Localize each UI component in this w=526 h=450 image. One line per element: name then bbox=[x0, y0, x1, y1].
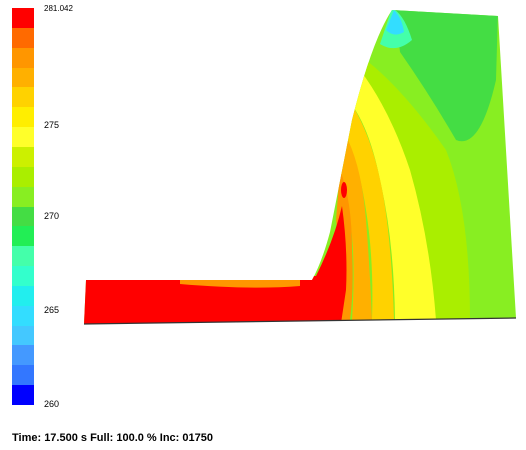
legend-color-band bbox=[12, 285, 34, 307]
contour-band bbox=[340, 140, 372, 320]
legend-color-band bbox=[12, 365, 34, 386]
legend-tick-label: 275 bbox=[44, 120, 60, 130]
part-bottom-edge bbox=[83, 317, 517, 325]
color-scale-bar bbox=[12, 8, 34, 406]
legend-tick-label: 265 bbox=[44, 305, 60, 315]
hot-spot bbox=[341, 182, 347, 198]
legend-tick-label: 260 bbox=[44, 399, 60, 409]
part-contour-fill bbox=[84, 10, 516, 324]
legend-color-band bbox=[12, 47, 34, 69]
legend-color-band bbox=[12, 266, 34, 287]
contour-band bbox=[386, 10, 404, 35]
simulation-status-text: Time: 17.500 s Full: 100.0 % Inc: 01750 bbox=[12, 432, 213, 444]
legend-color-band bbox=[12, 186, 34, 207]
contour-band bbox=[395, 10, 498, 142]
contour-band bbox=[84, 206, 347, 324]
legend-color-band bbox=[12, 107, 34, 128]
legend-color-band bbox=[12, 226, 34, 247]
legend-color-band bbox=[12, 206, 34, 227]
contour-band bbox=[352, 70, 436, 320]
legend-color-band bbox=[12, 127, 34, 148]
legend-color-band bbox=[12, 146, 34, 168]
legend-color-band bbox=[12, 8, 34, 29]
legend-color-band bbox=[12, 27, 34, 49]
contour-band bbox=[348, 105, 394, 320]
legend-color-band bbox=[12, 246, 34, 267]
legend-color-band bbox=[12, 305, 34, 327]
legend-color-band bbox=[12, 385, 34, 406]
legend-tick-label: 270 bbox=[44, 211, 60, 221]
legend-color-band bbox=[12, 166, 34, 188]
legend-color-band bbox=[12, 67, 34, 88]
legend-max-label: 281.042 bbox=[44, 4, 73, 13]
legend-color-band bbox=[12, 345, 34, 366]
legend-color-band bbox=[12, 325, 34, 346]
legend-color-band bbox=[12, 87, 34, 108]
